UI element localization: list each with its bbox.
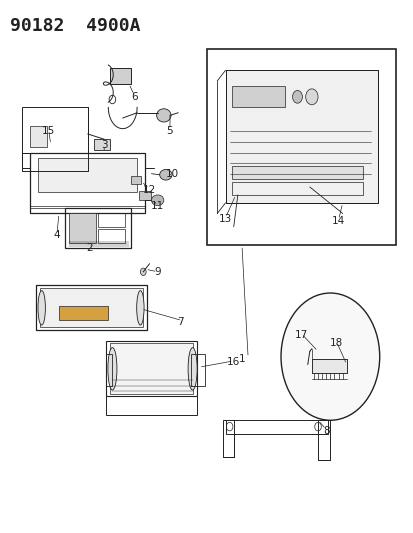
Text: 6: 6 — [131, 92, 138, 102]
Bar — [36, 285, 147, 330]
Circle shape — [280, 293, 379, 420]
Text: 13: 13 — [218, 214, 232, 224]
Circle shape — [292, 91, 301, 103]
Ellipse shape — [136, 290, 144, 325]
Bar — [110, 68, 131, 84]
Bar — [65, 208, 131, 248]
Ellipse shape — [108, 348, 116, 390]
Circle shape — [140, 268, 146, 276]
Circle shape — [305, 89, 317, 105]
Bar — [98, 214, 124, 227]
Bar — [110, 343, 192, 394]
Ellipse shape — [188, 348, 197, 390]
Text: 15: 15 — [42, 126, 55, 136]
Text: 5: 5 — [166, 126, 173, 136]
Bar — [38, 158, 137, 192]
Bar — [231, 86, 285, 108]
Text: 9: 9 — [154, 267, 161, 277]
Text: 17: 17 — [294, 330, 307, 341]
Bar — [311, 359, 346, 373]
Text: 16: 16 — [227, 357, 240, 367]
Text: 2: 2 — [86, 243, 93, 253]
Bar — [206, 49, 395, 245]
Text: 4: 4 — [53, 230, 60, 240]
Bar — [190, 354, 204, 386]
Bar — [231, 182, 362, 195]
Text: 1: 1 — [238, 354, 244, 364]
Text: 14: 14 — [331, 216, 344, 227]
Text: 18: 18 — [329, 338, 342, 349]
Text: 7: 7 — [176, 317, 183, 327]
Bar — [98, 229, 124, 243]
Text: 8: 8 — [322, 426, 329, 436]
Bar — [40, 288, 143, 327]
Bar — [106, 354, 112, 386]
Bar — [59, 306, 108, 319]
Bar — [69, 214, 96, 243]
Bar — [94, 139, 110, 150]
Bar — [131, 176, 141, 184]
Bar — [223, 420, 233, 457]
Bar — [231, 166, 362, 179]
Bar — [139, 191, 151, 200]
Text: 90182  4900A: 90182 4900A — [9, 17, 140, 35]
Bar — [30, 126, 47, 147]
Bar — [311, 359, 346, 373]
Ellipse shape — [151, 195, 164, 206]
Text: 10: 10 — [165, 169, 178, 179]
Circle shape — [109, 95, 115, 104]
Ellipse shape — [156, 109, 171, 122]
Ellipse shape — [159, 169, 172, 180]
Bar — [317, 420, 330, 460]
Bar — [30, 152, 145, 214]
Text: 12: 12 — [142, 184, 156, 195]
Bar — [225, 420, 328, 433]
Ellipse shape — [38, 290, 45, 325]
Bar — [106, 397, 196, 415]
Bar — [225, 70, 377, 203]
Bar — [106, 341, 196, 397]
Bar — [225, 70, 377, 203]
Bar — [22, 108, 88, 152]
Text: 11: 11 — [151, 200, 164, 211]
Text: 3: 3 — [101, 140, 107, 150]
